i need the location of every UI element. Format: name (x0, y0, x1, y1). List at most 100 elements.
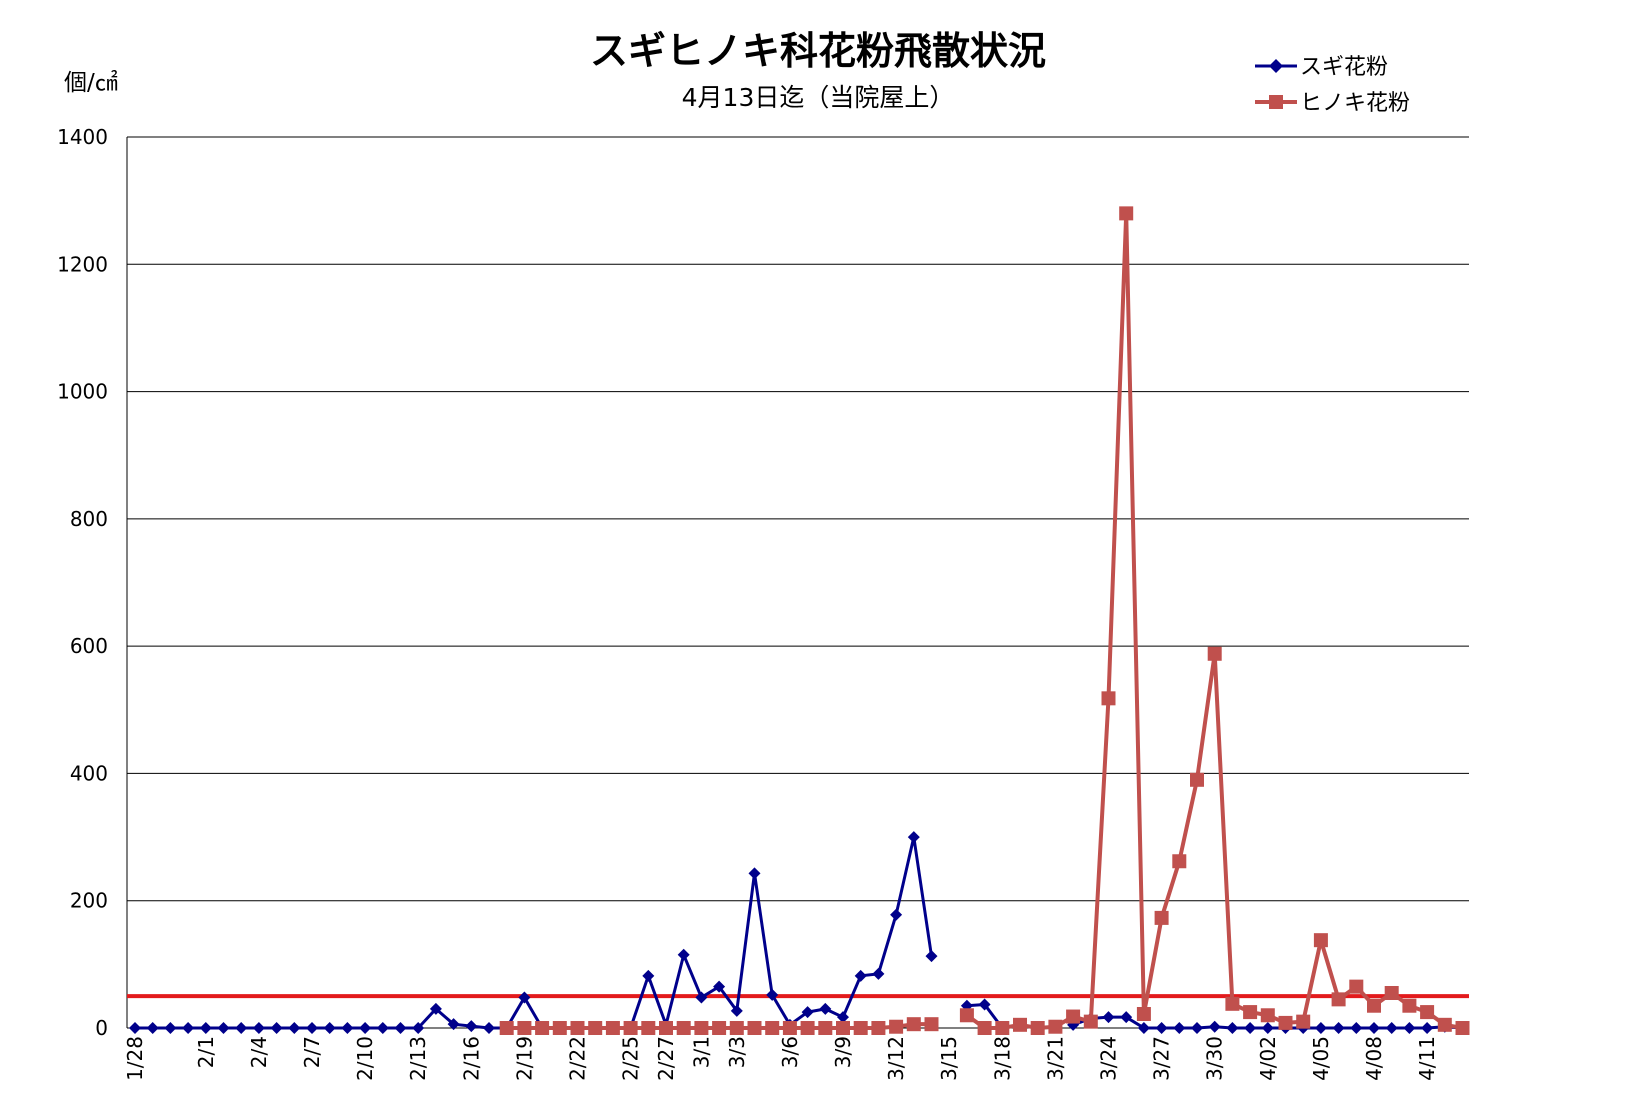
data-point (1208, 1020, 1221, 1033)
data-point (1455, 1021, 1470, 1035)
data-point (1225, 996, 1240, 1011)
data-point (412, 1022, 425, 1034)
data-point (677, 948, 690, 961)
data-point (801, 1006, 814, 1019)
data-point (1207, 646, 1222, 661)
legend-marker-hinoki (1269, 95, 1283, 109)
series-hinoki (499, 206, 1470, 1035)
x-tick-label: 3/1 (689, 1036, 713, 1068)
x-tick-label: 4/11 (1415, 1036, 1439, 1081)
data-point (499, 1021, 514, 1035)
data-point (1101, 691, 1116, 706)
y-axis-ticks: 0 200 400 600 800 1000 1200 1400 (57, 125, 108, 1040)
data-point (924, 1017, 939, 1032)
data-point (1403, 1022, 1416, 1034)
y-tick-label: 800 (70, 507, 108, 531)
data-point (341, 1022, 354, 1034)
data-point (1367, 998, 1381, 1013)
series-line (135, 835, 933, 1030)
data-point (1244, 1022, 1257, 1034)
data-point (1420, 1005, 1435, 1020)
data-point (1350, 1022, 1363, 1034)
data-point (1313, 933, 1328, 948)
data-point (818, 1021, 833, 1035)
data-point (199, 1022, 212, 1034)
data-point (978, 998, 991, 1011)
x-tick-label: 3/15 (937, 1036, 961, 1081)
data-point (730, 1004, 743, 1017)
data-point (518, 991, 531, 1004)
data-point (288, 1022, 301, 1034)
data-point (642, 969, 655, 982)
data-point (1385, 1022, 1398, 1034)
data-point (1332, 1022, 1345, 1034)
data-point (182, 1022, 195, 1034)
data-point (641, 1021, 656, 1035)
x-tick-label: 3/6 (778, 1036, 802, 1068)
series-layer (129, 206, 1470, 1035)
y-tick-label: 600 (70, 634, 108, 658)
data-point (1437, 1017, 1452, 1032)
data-point (906, 1017, 921, 1032)
series-line (965, 211, 1463, 1030)
x-tick-label: 2/27 (654, 1036, 678, 1081)
x-tick-label: 2/22 (566, 1036, 590, 1081)
x-tick-label: 4/05 (1309, 1036, 1333, 1081)
data-point (837, 1011, 849, 1024)
data-point (853, 1021, 868, 1035)
data-point (766, 988, 779, 1001)
x-tick-label: 2/13 (406, 1036, 430, 1081)
chart-title: スギヒノキ科花粉飛散状況 (590, 29, 1046, 73)
data-point (712, 1021, 727, 1035)
data-point (1314, 1022, 1327, 1034)
x-tick-label: 2/4 (247, 1036, 271, 1068)
data-point (871, 1021, 886, 1035)
data-point (995, 1021, 1010, 1035)
data-point (907, 831, 920, 844)
data-point (235, 1022, 248, 1034)
data-point (1243, 1005, 1258, 1020)
x-tick-label: 4/08 (1362, 1036, 1386, 1081)
legend-label-hinoki: ヒノキ花粉 (1300, 91, 1410, 116)
data-point (429, 1002, 442, 1015)
data-point (1137, 1022, 1150, 1034)
data-point (676, 1021, 691, 1035)
data-point (925, 950, 938, 963)
y-tick-label: 200 (70, 889, 108, 913)
legend-marker-sugi (1269, 59, 1283, 73)
data-point (623, 1021, 638, 1035)
x-axis-ticks: 1/28 2/1 2/4 2/7 2/10 2/13 2/16 2/19 2/22 2/25 2/2… (123, 1036, 1439, 1081)
data-point (394, 1022, 407, 1034)
data-point (800, 1021, 815, 1035)
y-tick-label: 0 (95, 1016, 108, 1040)
x-tick-label: 3/18 (990, 1036, 1014, 1081)
data-point (552, 1021, 567, 1035)
data-point (1136, 1006, 1151, 1021)
data-point (1368, 1022, 1380, 1034)
data-point (659, 1021, 673, 1035)
data-point (836, 1021, 850, 1035)
data-point (1226, 1022, 1239, 1034)
x-tick-label: 2/25 (619, 1036, 643, 1081)
data-point (465, 1020, 478, 1033)
series-sugi (129, 831, 1469, 1034)
x-tick-label: 3/21 (1043, 1036, 1067, 1081)
x-tick-label: 4/02 (1256, 1036, 1280, 1081)
data-point (977, 1021, 992, 1035)
data-point (1154, 910, 1169, 925)
x-tick-label: 3/12 (884, 1036, 908, 1081)
data-point (729, 1021, 744, 1035)
y-tick-label: 400 (70, 761, 108, 785)
data-point (588, 1021, 603, 1035)
x-tick-label: 3/30 (1203, 1036, 1227, 1081)
data-point (1173, 1022, 1186, 1034)
gridlines (126, 136, 1469, 1029)
data-point (376, 1022, 389, 1034)
data-point (483, 1022, 495, 1034)
data-point (819, 1002, 832, 1015)
data-point (872, 967, 885, 980)
data-point (748, 867, 761, 880)
data-point (306, 1022, 318, 1034)
data-point (1030, 1021, 1045, 1035)
